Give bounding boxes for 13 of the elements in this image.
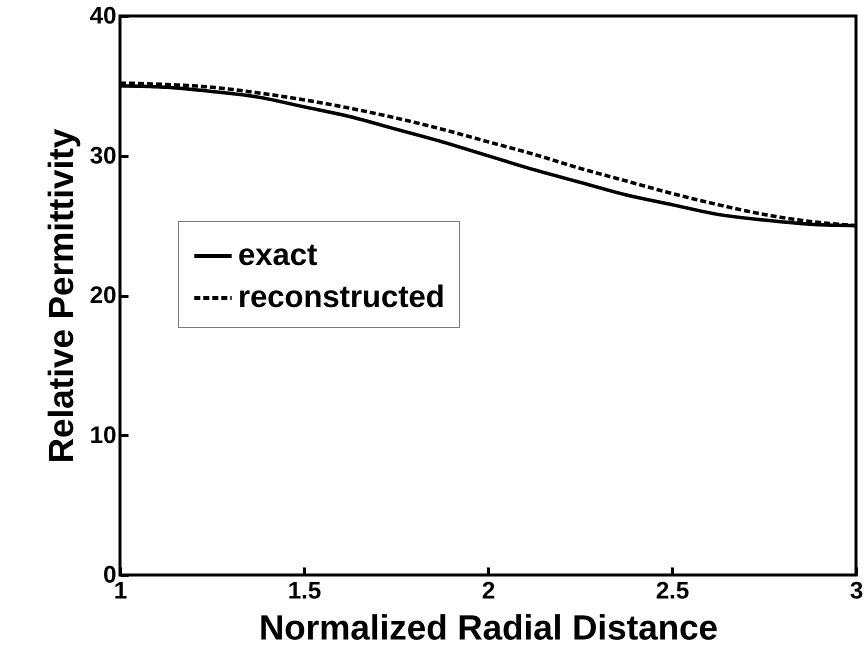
y-tick-label: 10 [90,422,116,449]
x-tick-label: 2.5 [656,578,690,604]
x-tick-label: 3 [850,578,864,604]
x-tick-label: 2 [482,578,496,604]
y-tick-label: 20 [90,282,116,309]
legend-label: exact [238,237,318,272]
x-axis-title: Normalized Radial Distance [258,608,718,648]
y-axis-title: Relative Permittivity [42,128,81,464]
x-tick-label: 1.5 [288,578,322,604]
y-tick-label: 30 [90,142,116,170]
legend-label: reconstructed [238,279,445,314]
y-tick-label: 0 [103,562,116,588]
y-tick-label: 40 [90,2,116,30]
